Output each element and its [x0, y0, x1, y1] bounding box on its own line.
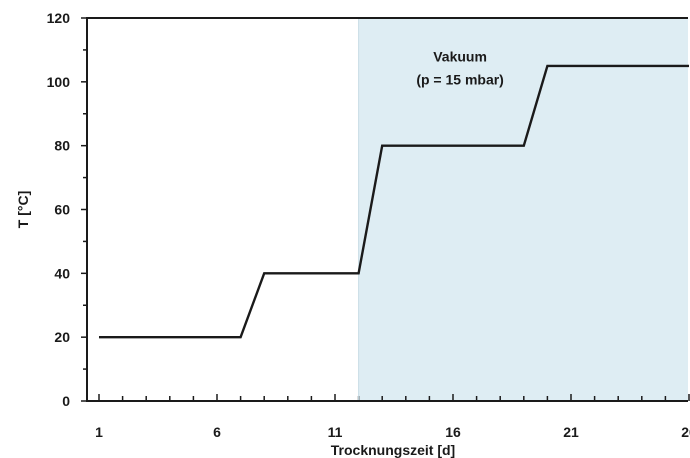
y-tick-label: 0	[62, 393, 70, 409]
y-tick-label: 20	[54, 329, 70, 345]
y-tick-label: 40	[54, 265, 70, 281]
y-tick-label: 120	[47, 10, 71, 26]
axes	[86, 17, 688, 402]
x-tick-label: 21	[563, 424, 579, 440]
x-tick-label: 26	[681, 424, 690, 440]
y-tick-label: 80	[54, 138, 70, 154]
x-tick-label: 16	[445, 424, 461, 440]
vacuum-region	[358, 18, 688, 401]
y-tick-label: 100	[47, 74, 71, 90]
x-tick-label: 6	[213, 424, 221, 440]
tick-labels: 0204060801001201611162126	[47, 10, 690, 440]
y-tick-label: 60	[54, 202, 70, 218]
x-tick-label: 1	[95, 424, 103, 440]
x-axis-title: Trocknungszeit [d]	[331, 442, 455, 458]
temperature-series-line	[99, 64, 689, 339]
annotation-pressure: (p = 15 mbar)	[416, 71, 504, 87]
x-tick-label: 11	[328, 424, 343, 440]
y-axis-title: T [°C]	[15, 191, 31, 228]
annotation-vakuum: Vakuum	[433, 48, 487, 64]
